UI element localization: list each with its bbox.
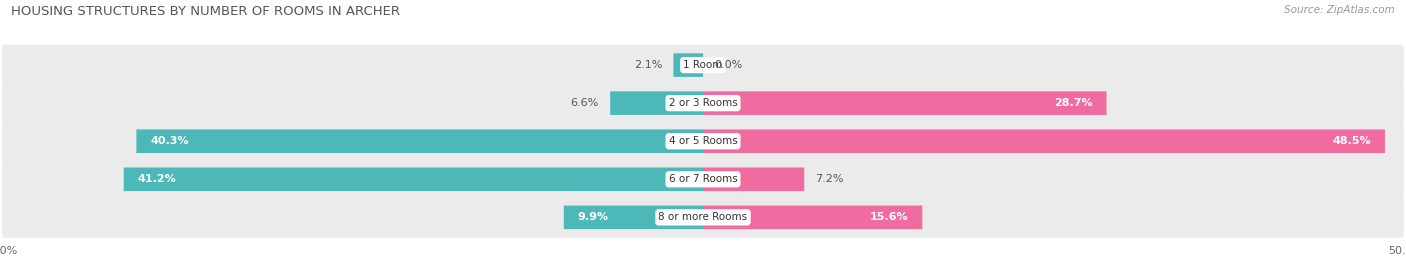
Text: 2.1%: 2.1%	[634, 60, 662, 70]
FancyBboxPatch shape	[703, 168, 804, 191]
Text: 0.0%: 0.0%	[714, 60, 742, 70]
Text: 6.6%: 6.6%	[571, 98, 599, 108]
Text: HOUSING STRUCTURES BY NUMBER OF ROOMS IN ARCHER: HOUSING STRUCTURES BY NUMBER OF ROOMS IN…	[11, 5, 401, 18]
FancyBboxPatch shape	[703, 206, 922, 229]
Text: 40.3%: 40.3%	[150, 136, 188, 146]
FancyBboxPatch shape	[1, 83, 1403, 124]
Text: 9.9%: 9.9%	[578, 212, 609, 222]
Text: 48.5%: 48.5%	[1333, 136, 1371, 146]
FancyBboxPatch shape	[1, 121, 1403, 162]
FancyBboxPatch shape	[703, 129, 1385, 153]
FancyBboxPatch shape	[673, 53, 703, 77]
Text: 6 or 7 Rooms: 6 or 7 Rooms	[669, 174, 737, 184]
FancyBboxPatch shape	[1, 197, 1403, 238]
Text: 1 Room: 1 Room	[683, 60, 723, 70]
Text: 41.2%: 41.2%	[138, 174, 177, 184]
FancyBboxPatch shape	[1, 159, 1403, 200]
FancyBboxPatch shape	[136, 129, 703, 153]
FancyBboxPatch shape	[124, 168, 703, 191]
FancyBboxPatch shape	[610, 91, 703, 115]
Text: 8 or more Rooms: 8 or more Rooms	[658, 212, 748, 222]
Text: Source: ZipAtlas.com: Source: ZipAtlas.com	[1284, 5, 1395, 15]
Text: 15.6%: 15.6%	[870, 212, 908, 222]
Text: 2 or 3 Rooms: 2 or 3 Rooms	[669, 98, 737, 108]
FancyBboxPatch shape	[703, 91, 1107, 115]
Text: 28.7%: 28.7%	[1054, 98, 1092, 108]
Text: 4 or 5 Rooms: 4 or 5 Rooms	[669, 136, 737, 146]
FancyBboxPatch shape	[1, 45, 1403, 86]
Text: 7.2%: 7.2%	[815, 174, 844, 184]
FancyBboxPatch shape	[564, 206, 703, 229]
